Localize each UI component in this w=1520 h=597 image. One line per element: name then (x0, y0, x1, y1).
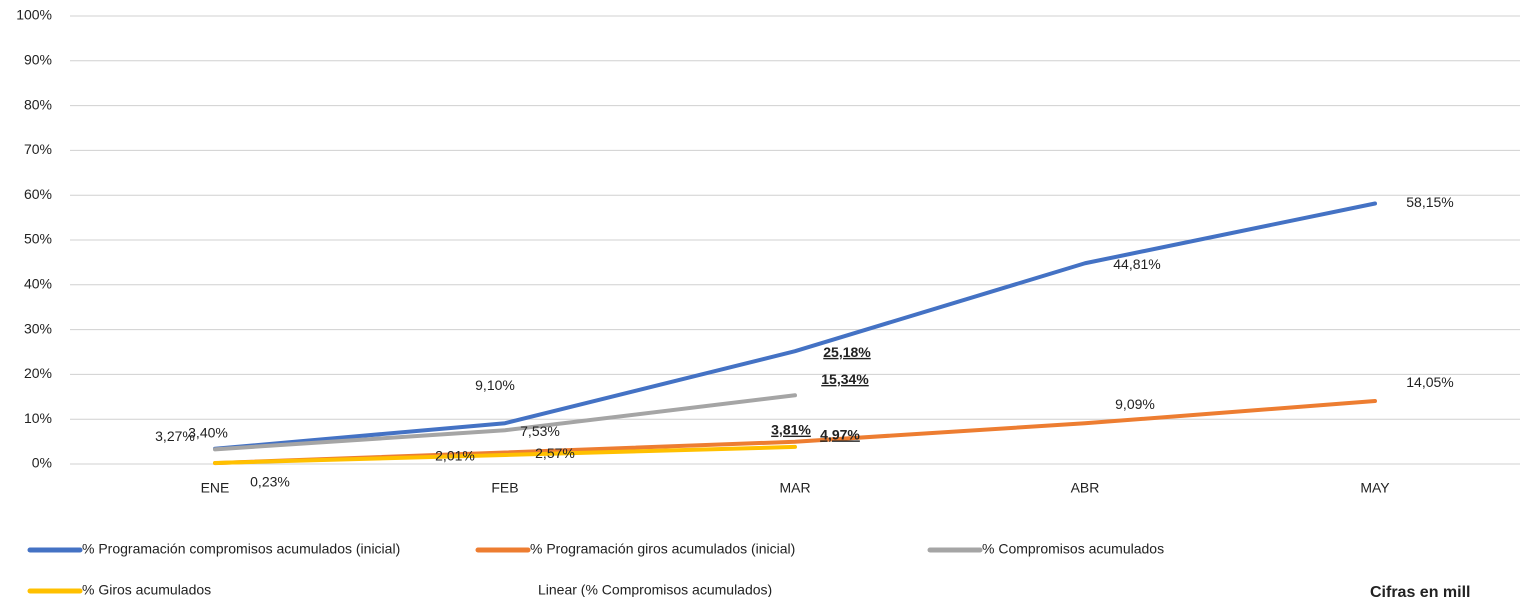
data-label: 3,27% (155, 428, 195, 444)
y-tick-label: 30% (24, 320, 52, 336)
data-label: 3,81% (771, 422, 811, 438)
data-label: 9,10% (475, 377, 515, 393)
data-label: 15,34% (821, 371, 869, 387)
data-label: 3,40% (188, 424, 228, 440)
y-tick-label: 80% (24, 96, 52, 112)
legend-label: % Giros acumulados (82, 582, 211, 597)
data-label: 58,15% (1406, 194, 1453, 210)
data-label: 0,23% (250, 474, 290, 490)
legend-label: % Programación compromisos acumulados (i… (82, 541, 400, 557)
series-line (213, 393, 797, 452)
data-label: 9,09% (1115, 396, 1155, 412)
y-tick-label: 70% (24, 141, 52, 157)
y-tick-label: 100% (16, 7, 52, 23)
x-tick-label: FEB (491, 480, 518, 496)
trendline-legend: Linear (% Compromisos acumulados) (538, 582, 772, 597)
series-line (213, 444, 797, 465)
x-tick-label: MAY (1360, 480, 1390, 496)
data-label: 25,18% (823, 344, 871, 360)
y-tick-label: 50% (24, 231, 52, 247)
data-label: 44,81% (1113, 256, 1160, 272)
y-tick-label: 0% (32, 455, 52, 471)
data-label: 4,97% (820, 426, 860, 442)
x-tick-label: MAR (779, 480, 810, 496)
data-label: 2,01% (435, 448, 475, 464)
y-tick-label: 20% (24, 365, 52, 381)
y-tick-label: 10% (24, 410, 52, 426)
y-tick-label: 40% (24, 276, 52, 292)
data-label: 2,57% (535, 445, 575, 461)
x-tick-label: ABR (1071, 480, 1100, 496)
y-tick-label: 90% (24, 52, 52, 68)
data-label: 14,05% (1406, 374, 1453, 390)
series-line (213, 201, 1377, 451)
note: Cifras en mill (1370, 584, 1470, 597)
data-label: 7,53% (520, 423, 560, 439)
x-tick-label: ENE (201, 480, 230, 496)
legend-label: % Programación giros acumulados (inicial… (530, 541, 795, 557)
y-tick-label: 60% (24, 186, 52, 202)
legend-label: % Compromisos acumulados (982, 541, 1164, 557)
